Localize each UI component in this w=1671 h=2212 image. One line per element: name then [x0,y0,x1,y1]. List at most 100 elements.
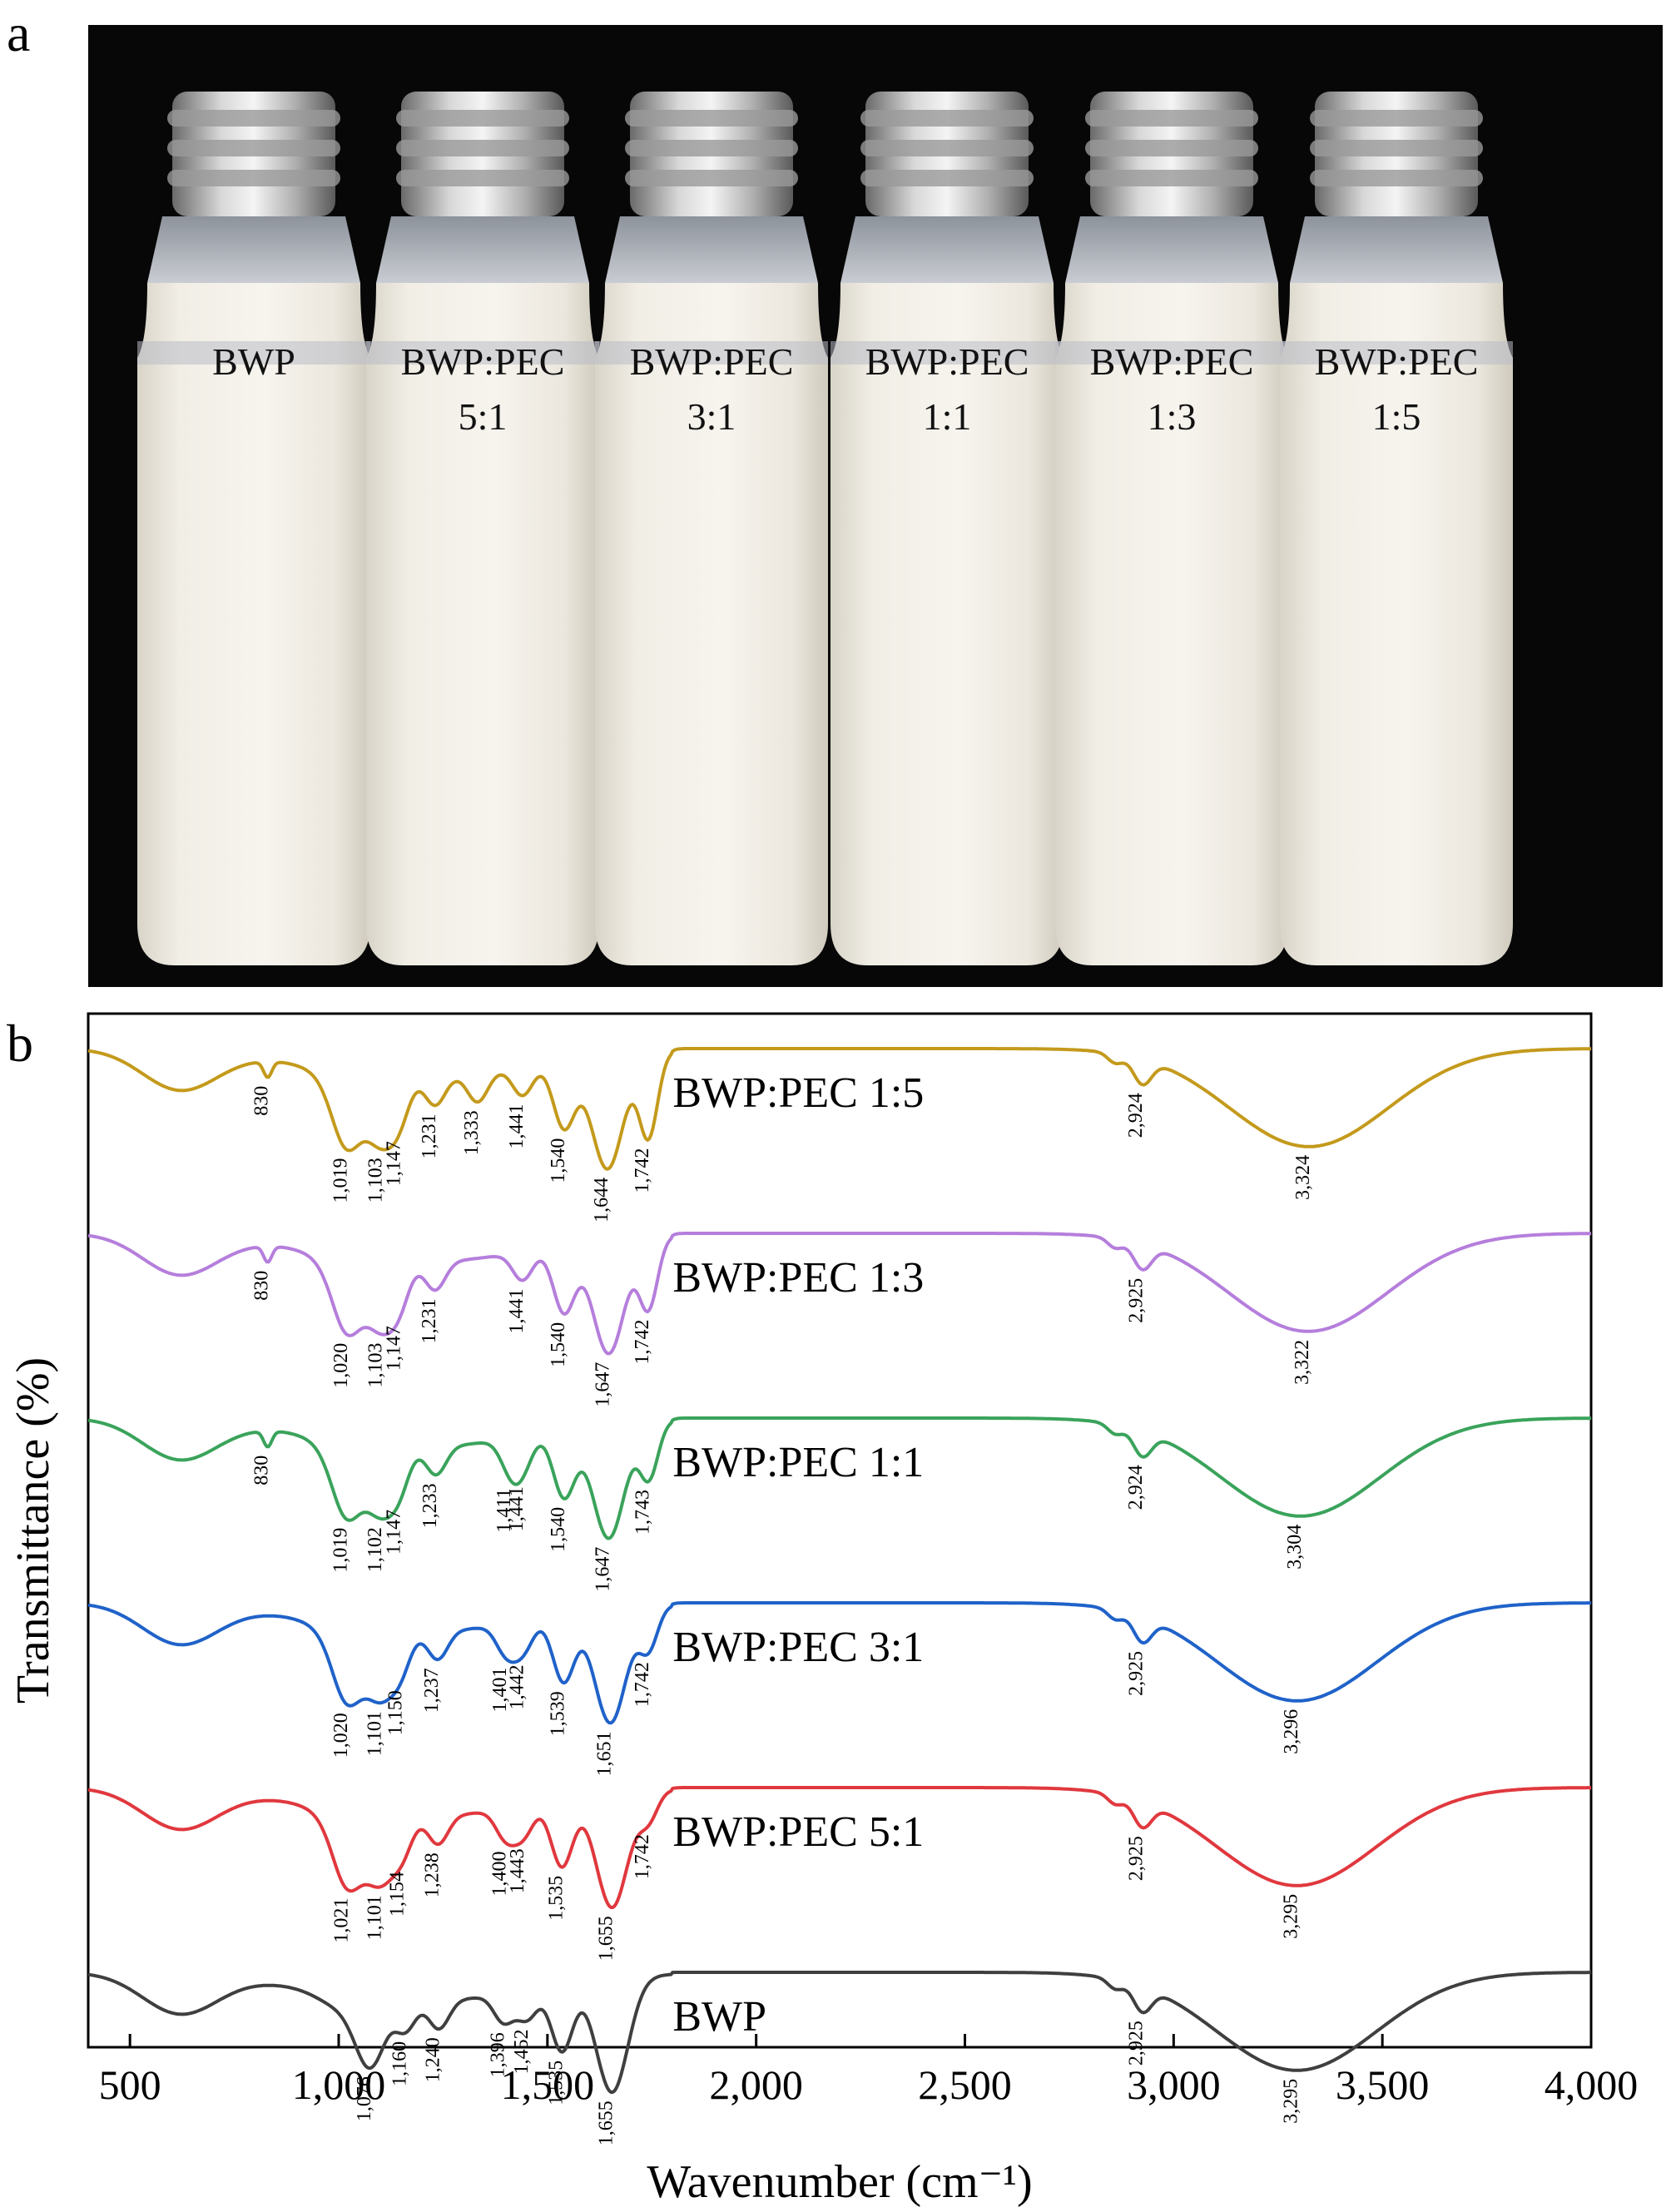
peak-label: 1,333 [461,1110,483,1155]
vial-5-label: BWP:PEC [1090,340,1254,383]
peak-label: 830 [251,1271,273,1301]
series-label: BWP:PEC 5:1 [672,1808,924,1856]
peak-label: 3,324 [1292,1155,1314,1200]
peak-label: 1,019 [330,1158,351,1203]
peak-label: 1,400 [489,1852,511,1897]
peak-label: 1,160 [389,2041,410,2086]
peak-label: 1,655 [596,1916,617,1961]
x-tick-label: 500 [99,2061,161,2108]
peak-label: 1,233 [419,1483,441,1528]
spectrum-line [87,1786,1591,1910]
series-label: BWP:PEC 3:1 [672,1624,924,1671]
peak-label: 1,742 [632,1834,653,1879]
peak-label: 3,295 [1280,2079,1302,2124]
vial-6-ratio: 1:5 [1372,395,1421,438]
peak-label: 2,924 [1125,1093,1147,1138]
peak-label: 1,101 [364,1895,386,1940]
peak-label: 1,147 [384,1326,405,1371]
peak-label: 2,925 [1126,2021,1148,2066]
peak-label: 3,304 [1284,1525,1306,1570]
peak-label: 1,540 [548,1322,569,1367]
peak-label: 1,742 [632,1148,653,1193]
vial-5-ratio: 1:3 [1148,395,1197,438]
peak-label: 1,742 [632,1319,653,1364]
peak-label: 1,647 [593,1547,614,1592]
vial-6 [1280,92,1513,965]
peak-label: 1,441 [506,1104,528,1148]
peak-label: 1,021 [331,1898,353,1943]
peak-label: 3,295 [1280,1894,1302,1939]
vial-4-label: BWP:PEC [865,340,1029,383]
series-label: BWP [672,1993,766,2041]
spectrum-line [87,1232,1591,1356]
vial-2-ratio: 5:1 [459,395,508,438]
peak-label: 830 [251,1086,273,1116]
peak-label: 2,925 [1126,1278,1148,1323]
series-label: BWP:PEC 1:5 [672,1069,924,1117]
vial-4-ratio: 1:1 [923,395,972,438]
panel-b-label: b [7,1014,33,1073]
peak-label: 1,101 [364,1711,386,1756]
peak-label: 1,401 [489,1668,511,1713]
y-axis-label: Transmittance (%) [7,1357,59,1704]
vial-2-label: BWP:PEC [401,340,565,383]
peak-label: 1,240 [422,2037,444,2082]
peak-label: 1,154 [386,1872,408,1917]
series-label: BWP:PEC 1:3 [672,1254,924,1302]
peak-label: 1,019 [330,1528,352,1573]
peak-label: 1,644 [591,1178,612,1223]
peak-label: 1,539 [547,1691,568,1736]
x-axis-label: Wavenumber (cm⁻¹) [647,2156,1032,2208]
peak-label: 1,020 [330,1343,352,1388]
peak-label: 1,150 [384,1690,406,1735]
peak-label: 1,147 [384,1141,405,1186]
x-tick-label: 2,000 [709,2061,803,2108]
peak-label: 1,742 [632,1662,653,1707]
peak-label: 1,396 [488,2032,509,2077]
peak-label: 1,442 [507,1664,528,1709]
x-tick-label: 2,500 [918,2061,1012,2108]
x-tick-label: 1,000 [292,2061,386,2108]
plot-frame [87,1012,1593,2049]
series-label: BWP:PEC 1:1 [672,1439,924,1486]
peak-label: 1,647 [593,1362,614,1407]
x-tick-label: 3,000 [1127,2061,1221,2108]
peak-label: 1,655 [596,2100,617,2145]
peak-label: 1,441 [506,1288,528,1333]
peak-label: 1,743 [632,1490,654,1535]
vial-3-label: BWP:PEC [630,340,794,383]
peak-label: 2,925 [1126,1651,1148,1696]
peak-label: 1,411 [493,1489,515,1533]
spectrum-line [87,1601,1591,1725]
vial-3-ratio: 3:1 [687,395,736,438]
peak-label: 1,238 [421,1852,443,1897]
spectrum-line [87,1047,1591,1171]
peak-label: 1,237 [421,1668,443,1713]
x-axis: 500 1,000 1,500 2,000 2,500 3,000 3,500 4,000 [99,2034,1639,2108]
peak-label: 1,231 [419,1298,440,1343]
peak-label: 1,443 [507,1848,528,1893]
peak-label: 1,103 [365,1158,387,1203]
peak-label: 1,147 [384,1510,405,1555]
peak-label: 1,231 [419,1113,440,1158]
vial-1 [137,92,370,965]
x-tick-label: 4,000 [1545,2061,1639,2108]
x-tick-label: 1,500 [501,2061,595,2108]
peak-label: 830 [251,1456,273,1485]
peak-label: 1,020 [330,1713,352,1758]
spectrum-line [87,1971,1591,2095]
peak-label: 1,441 [506,1486,528,1531]
vials-photo: BWP BWP:PEC 5:1 BWP:PEC 3:1 BWP:PEC 1:1 … [88,25,1663,987]
vial-4 [831,92,1064,965]
peak-label: 1,540 [548,1138,569,1183]
series-bwp: BWP 1,076 1,160 1,240 1,396 1,452 1,535 1,655 2,… [87,1971,1591,2145]
peak-label: 1,452 [511,2029,533,2074]
vial-1-label: BWP [212,340,295,383]
x-tick-label: 3,500 [1336,2061,1430,2108]
